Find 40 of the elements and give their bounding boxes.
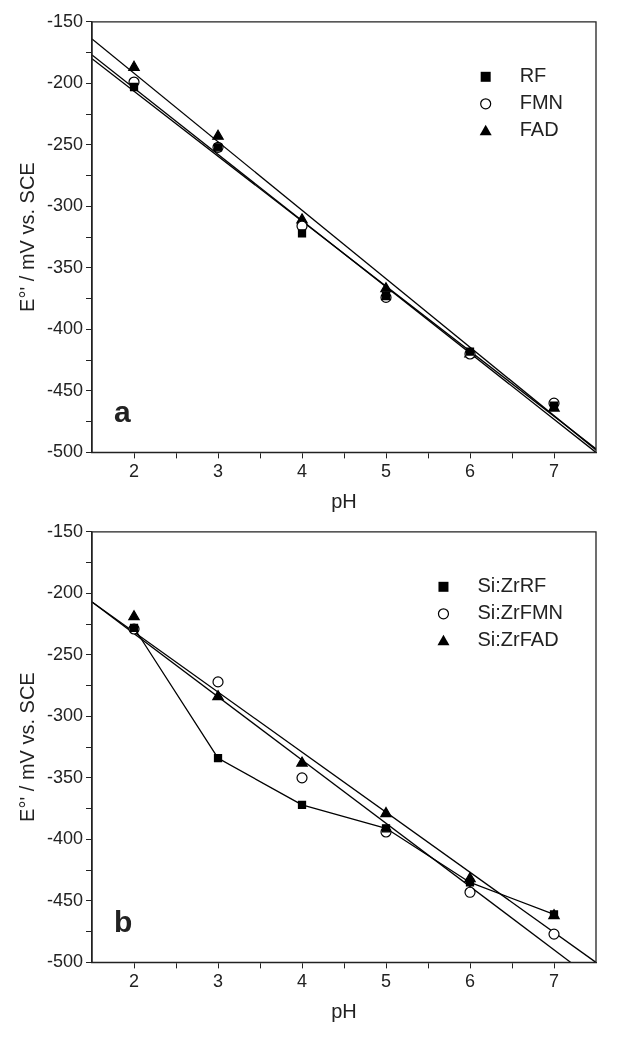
x-tick-label: 3 xyxy=(213,461,224,482)
legend-label: Si:ZrRF xyxy=(477,574,547,597)
legend-label: Si:ZrFAD xyxy=(477,628,559,651)
y-tick-label: -350 xyxy=(47,256,84,277)
y-tick-label: -250 xyxy=(47,643,84,664)
y-tick-label: -500 xyxy=(47,951,84,972)
x-tick-label: 4 xyxy=(297,971,308,992)
y-tick-label: -350 xyxy=(47,766,84,787)
x-tick-label: 5 xyxy=(381,461,392,482)
legend-label: FAD xyxy=(519,118,559,141)
x-axis-title: pH xyxy=(331,999,357,1022)
y-tick-label: -300 xyxy=(47,705,84,726)
y-axis-title: E°' / mV vs. SCE xyxy=(15,162,38,312)
legend-label: RF xyxy=(519,64,547,87)
x-tick-label: 4 xyxy=(297,461,308,482)
x-tick-label: 2 xyxy=(129,461,140,482)
y-tick-label: -500 xyxy=(47,441,84,462)
x-tick-label: 6 xyxy=(465,971,476,992)
x-tick-label: 2 xyxy=(129,971,140,992)
y-tick-label: -150 xyxy=(47,520,84,541)
y-tick-label: -150 xyxy=(47,10,84,31)
annotation: b xyxy=(114,905,133,939)
y-axis-title: E°' / mV vs. SCE xyxy=(15,672,38,822)
y-tick-label: -450 xyxy=(47,379,84,400)
y-tick-label: -450 xyxy=(47,889,84,910)
annotation: a xyxy=(114,395,132,429)
y-tick-label: -400 xyxy=(47,318,84,339)
x-tick-label: 6 xyxy=(465,461,476,482)
x-tick-label: 7 xyxy=(548,461,560,482)
y-tick-label: -250 xyxy=(47,133,84,154)
y-tick-label: -300 xyxy=(47,195,84,216)
legend-label: FMN xyxy=(519,91,564,114)
legend-label: Si:ZrFMN xyxy=(477,601,564,624)
y-tick-label: -200 xyxy=(47,582,84,603)
y-tick-label: -200 xyxy=(47,72,84,93)
x-tick-label: 5 xyxy=(381,971,392,992)
x-tick-label: 3 xyxy=(213,971,224,992)
y-tick-label: -400 xyxy=(47,828,84,849)
x-tick-label: 7 xyxy=(548,971,560,992)
x-axis-title: pH xyxy=(331,489,357,512)
